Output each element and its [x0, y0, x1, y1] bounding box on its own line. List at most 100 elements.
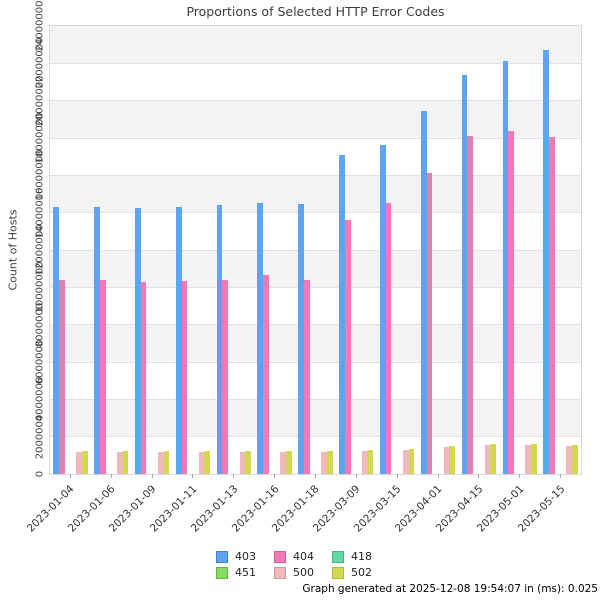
plot-area: [49, 25, 582, 475]
grid-band: [50, 63, 581, 101]
bar-404-2023-03-15: [385, 203, 392, 474]
bar-500-2023-01-11: [198, 451, 205, 474]
gridline: [50, 137, 581, 139]
grid-band: [50, 26, 581, 64]
bar-404-2023-01-16: [263, 275, 269, 474]
x-tick-mark: [69, 474, 71, 478]
legend-swatch-500: [274, 566, 286, 579]
bar-403-2023-01-11: [175, 207, 182, 474]
legend-item-502: 502: [332, 566, 390, 579]
x-tick-mark: [110, 474, 112, 478]
bar-500-2023-01-18: [321, 451, 327, 474]
bar-500-2023-03-09: [362, 450, 368, 474]
bar-502-2023-01-04: [81, 450, 88, 474]
x-tick-mark: [355, 474, 357, 478]
grid-band: [50, 250, 581, 288]
bar-403-2023-05-15: [543, 50, 550, 474]
bar-502-2023-01-13: [245, 450, 251, 474]
gridline: [50, 212, 581, 214]
legend-swatch-451: [216, 566, 228, 579]
gridline: [50, 361, 581, 363]
legend-swatch-418: [332, 550, 344, 563]
grid-band: [50, 287, 581, 325]
x-tick-mark: [151, 474, 153, 478]
bar-502-2023-03-09: [367, 449, 374, 474]
grid-band: [50, 138, 581, 176]
bar-502-2023-05-15: [572, 445, 578, 474]
bar-404-2023-01-18: [304, 279, 310, 474]
bar-500-2023-01-13: [239, 451, 246, 474]
grid-band: [50, 175, 581, 213]
x-tick-mark: [233, 474, 235, 478]
gridline: [50, 62, 581, 64]
bar-502-2023-04-01: [449, 446, 456, 474]
legend-label: 418: [351, 550, 372, 563]
bar-404-2023-03-09: [344, 220, 351, 474]
y-axis-label: Count of Hosts: [6, 209, 20, 291]
gridline: [50, 174, 581, 176]
legend-label: 404: [293, 550, 314, 563]
legend: 403 404 418 451 500 502: [216, 550, 390, 579]
bar-500-2023-03-15: [402, 449, 409, 474]
bar-403-2023-01-04: [53, 207, 59, 474]
bar-403-2023-04-15: [461, 74, 468, 474]
x-tick-mark: [519, 474, 521, 478]
bar-502-2023-01-11: [204, 450, 211, 474]
legend-item-500: 500: [274, 566, 332, 579]
x-tick-mark: [274, 474, 276, 478]
bar-500-2023-04-15: [484, 445, 491, 474]
x-tick-mark: [396, 474, 398, 478]
grid-band: [50, 436, 581, 474]
grid-band: [50, 362, 581, 400]
gridline: [50, 100, 581, 102]
gridline: [50, 436, 581, 438]
bar-403-2023-01-09: [134, 208, 141, 474]
bar-502-2023-01-16: [286, 450, 292, 474]
gridline: [50, 286, 581, 288]
gridline: [50, 398, 581, 400]
bar-403-2023-03-15: [380, 145, 386, 474]
footer-text: Graph generated at 2025-12-08 19:54:07 i…: [302, 583, 598, 595]
bar-500-2023-01-06: [116, 451, 123, 474]
x-tick-mark: [560, 474, 562, 478]
legend-item-418: 418: [332, 550, 390, 563]
x-tick-mark: [478, 474, 480, 478]
gridline: [50, 249, 581, 251]
bar-403-2023-01-18: [298, 204, 305, 474]
bar-403-2023-04-01: [420, 110, 427, 474]
grid-band: [50, 212, 581, 250]
grid-band: [50, 100, 581, 138]
legend-item-403: 403: [216, 550, 274, 563]
legend-swatch-403: [216, 550, 228, 563]
legend-label: 403: [235, 550, 256, 563]
y-tick-label: 24000000: [34, 0, 46, 52]
x-axis-ticks: 2023-01-04 2023-01-06 2023-01-09 2023-01-11…: [0, 474, 600, 549]
bar-404-2023-01-04: [58, 279, 65, 474]
bar-403-2023-01-16: [257, 203, 264, 474]
x-tick-mark: [192, 474, 194, 478]
bar-500-2023-05-15: [566, 446, 572, 474]
chart-title: Proportions of Selected HTTP Error Codes: [186, 4, 445, 19]
legend-label: 451: [235, 566, 256, 579]
bar-500-2023-01-09: [157, 451, 164, 474]
bar-404-2023-01-06: [99, 279, 106, 474]
bar-403-2023-05-01: [502, 60, 509, 474]
grid-band: [50, 399, 581, 437]
bar-404-2023-04-01: [426, 172, 433, 474]
bar-404-2023-05-15: [549, 137, 555, 474]
bar-502-2023-01-09: [163, 450, 170, 474]
legend-label: 500: [293, 566, 314, 579]
bar-404-2023-01-13: [222, 279, 229, 474]
bar-502-2023-05-01: [531, 444, 537, 474]
bar-502-2023-01-06: [122, 450, 129, 474]
bar-500-2023-01-04: [76, 451, 82, 474]
x-tick-mark: [315, 474, 316, 478]
bar-502-2023-01-18: [326, 450, 333, 474]
legend-item-404: 404: [274, 550, 332, 563]
bar-403-2023-01-13: [216, 205, 223, 474]
legend-swatch-502: [332, 566, 344, 579]
legend-swatch-404: [274, 550, 286, 563]
bar-502-2023-04-15: [490, 444, 497, 474]
bar-500-2023-01-16: [280, 451, 287, 474]
